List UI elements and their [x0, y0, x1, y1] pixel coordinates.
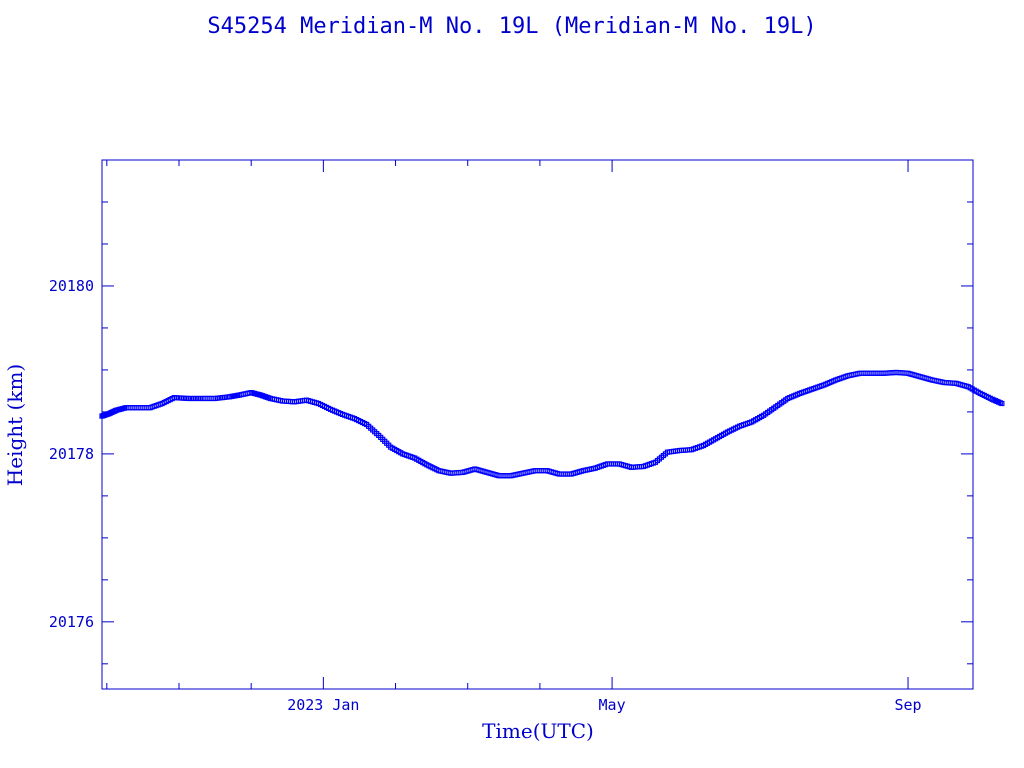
- data-points: [99, 369, 1005, 479]
- y-axis-label: Height (km): [3, 364, 27, 486]
- y-tick-label: 20176: [49, 613, 94, 631]
- x-tick-label: 2023 Jan: [287, 696, 359, 714]
- x-axis-label: Time(UTC): [482, 719, 594, 743]
- axis-tick-labels: 20176 20178 20180 2023 Jan May Sep: [49, 277, 922, 714]
- plot-frame: [101, 159, 974, 690]
- data-point: [999, 400, 1005, 407]
- chart-title: S45254 Meridian-M No. 19L (Meridian-M No…: [207, 14, 817, 39]
- x-tick-label: May: [599, 696, 626, 714]
- x-tick-label: Sep: [894, 696, 921, 714]
- axis-ticks: [102, 159, 973, 689]
- y-tick-label: 20178: [49, 445, 94, 463]
- y-tick-label: 20180: [49, 277, 94, 295]
